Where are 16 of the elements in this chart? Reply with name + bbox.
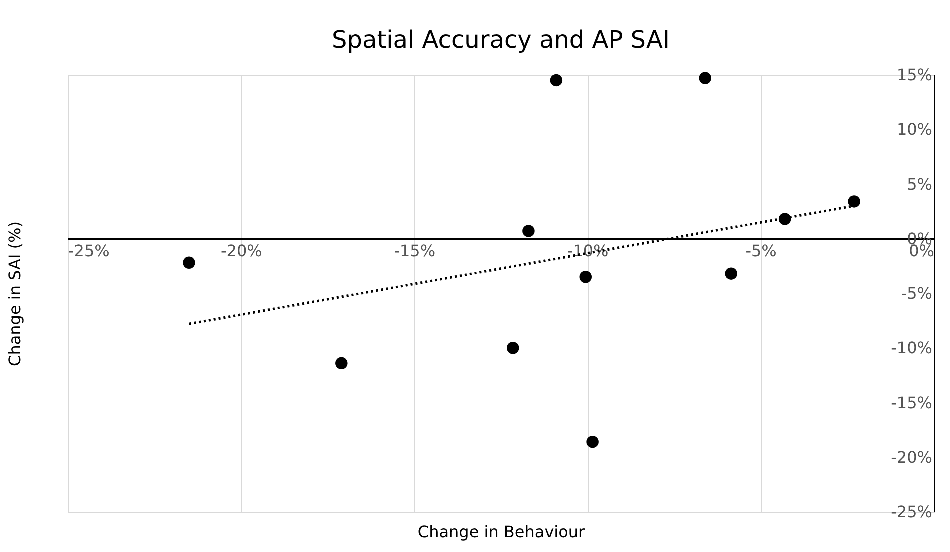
x-tick-label: -5% xyxy=(746,241,777,260)
y-tick-label: 10% xyxy=(896,120,932,140)
x-axis-title: Change in Behaviour xyxy=(418,522,586,542)
y-axis-title: Change in SAI (%) xyxy=(6,222,24,366)
y-tick-label: -10% xyxy=(891,338,932,358)
y-tick-label: -25% xyxy=(891,502,932,522)
y-tick-label: -15% xyxy=(891,393,932,412)
y-tick-label: -5% xyxy=(901,284,932,303)
y-tick-label: -20% xyxy=(891,448,932,467)
y-tick-label: 15% xyxy=(896,66,932,84)
x-tick-label: -10% xyxy=(567,241,609,260)
x-tick-label: -15% xyxy=(394,241,436,260)
x-tick-label: -25% xyxy=(68,241,110,260)
y-tick-label: 5% xyxy=(907,174,932,194)
chart-title: Spatial Accuracy and AP SAI xyxy=(332,26,670,54)
x-tick-label: -20% xyxy=(221,241,262,260)
